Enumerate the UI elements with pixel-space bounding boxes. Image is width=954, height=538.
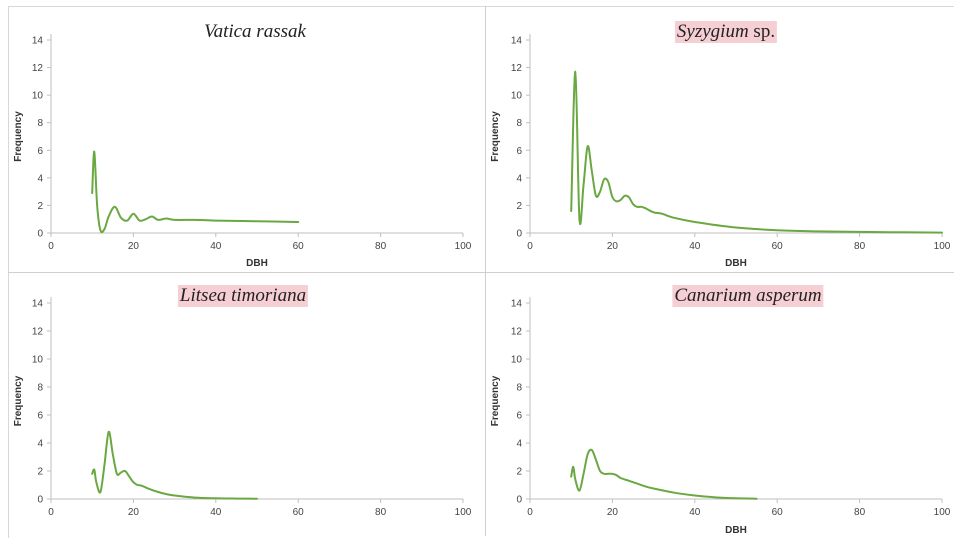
y-tick-label: 6 [516,146,522,157]
y-tick-label: 4 [516,439,522,450]
y-tick-label: 2 [516,467,522,478]
x-tick-label: 80 [375,507,387,518]
y-tick-label: 12 [32,63,44,74]
chart-title-species: Syzygium [676,21,749,42]
y-tick-label: 2 [516,201,522,212]
y-tick-label: 0 [516,495,522,506]
chart-svg: 0 2 4 6 8 10 12 14 0 20 40 60 80 100 Frequency [13,297,472,518]
x-tick-label: 0 [527,507,533,518]
y-tick-label: 14 [32,299,44,310]
y-tick-label: 8 [516,383,522,394]
x-tick-label: 60 [772,507,784,518]
y-tick-label: 10 [511,355,523,366]
y-tick-label: 14 [511,36,523,47]
x-tick-label: 80 [854,507,866,518]
y-tick-label: 12 [511,63,523,74]
y-tick-label: 2 [37,467,43,478]
x-tick-label: 40 [689,241,701,252]
y-tick-label: 4 [37,439,43,450]
x-tick-label: 20 [607,507,619,518]
x-tick-label: 40 [689,507,701,518]
chart-svg: 0 2 4 6 8 10 12 14 0 20 40 60 80 100 DBH Frequency [490,34,951,269]
x-tick-label: 20 [607,241,619,252]
chart-title-species: Canarium asperum [674,285,822,306]
x-axis-label: DBH [725,258,747,269]
y-tick-label: 10 [32,355,44,366]
x-tick-label: 100 [455,241,472,252]
x-tick-label: 100 [934,241,951,252]
y-tick-label: 12 [32,327,44,338]
x-tick-label: 100 [934,507,951,518]
y-tick-label: 4 [37,173,43,184]
chart-title: Canarium asperum [672,285,824,307]
chart-panel-syzygium: 0 2 4 6 8 10 12 14 0 20 40 60 80 100 DBH Frequency Syzy… [486,7,954,271]
x-tick-label: 60 [772,241,784,252]
y-tick-label: 6 [37,411,43,422]
chart-svg: 0 2 4 6 8 10 12 14 0 20 40 60 80 100 DBH Frequency [13,34,472,269]
y-tick-label: 8 [37,118,43,129]
chart-panel-canarium-asperum: 0 2 4 6 8 10 12 14 0 20 40 60 80 100 DBH Frequency Cana… [486,273,954,538]
y-tick-label: 6 [37,146,43,157]
x-tick-label: 60 [293,507,305,518]
y-tick-label: 4 [516,173,522,184]
x-tick-label: 80 [854,241,866,252]
y-tick-label: 0 [37,495,43,506]
y-tick-label: 10 [32,91,44,102]
y-tick-label: 6 [516,411,522,422]
chart-panel-vatica-rassak: 0 2 4 6 8 10 12 14 0 20 40 60 80 100 DBH Frequency Vati… [9,7,484,271]
y-tick-label: 12 [511,327,523,338]
x-axis-label: DBH [725,525,747,536]
chart-panel-litsea-timoriana: 0 2 4 6 8 10 12 14 0 20 40 60 80 100 Frequency Litsea … [9,273,484,538]
y-tick-label: 2 [37,201,43,212]
series-line [570,448,758,500]
y-tick-label: 10 [511,91,523,102]
y-axis-label: Frequency [13,375,24,426]
x-tick-label: 20 [128,241,140,252]
x-axis-label: DBH [246,258,268,269]
x-tick-label: 40 [210,241,222,252]
chart-svg: 0 2 4 6 8 10 12 14 0 20 40 60 80 100 DBH Frequency [490,297,951,536]
series-line [570,70,943,234]
x-tick-label: 40 [210,507,222,518]
y-tick-label: 8 [516,118,522,129]
y-tick-label: 14 [511,299,523,310]
y-axis-label: Frequency [490,375,501,426]
chart-title-species: Litsea timoriana [179,285,307,306]
chart-title-suffix: sp. [748,21,776,42]
grid-top-border [8,6,954,7]
y-tick-label: 8 [37,383,43,394]
x-tick-label: 0 [48,241,54,252]
x-tick-label: 100 [455,507,472,518]
x-tick-label: 60 [293,241,305,252]
chart-title: Syzygium sp. [674,21,778,43]
y-tick-label: 0 [516,229,522,240]
chart-title: Vatica rassak [204,21,306,43]
y-tick-label: 0 [37,229,43,240]
y-axis-label: Frequency [490,111,501,162]
x-tick-label: 80 [375,241,387,252]
panel-divider-vertical [485,6,486,536]
x-tick-label: 20 [128,507,140,518]
panel-divider-horizontal [8,272,954,273]
x-tick-label: 0 [48,507,54,518]
chart-title: Litsea timoriana [177,285,309,307]
y-axis-label: Frequency [13,111,24,162]
series-line [91,150,300,234]
series-line [91,430,258,500]
chart-title-species: Vatica rassak [204,21,306,42]
x-tick-label: 0 [527,241,533,252]
y-tick-label: 14 [32,36,44,47]
